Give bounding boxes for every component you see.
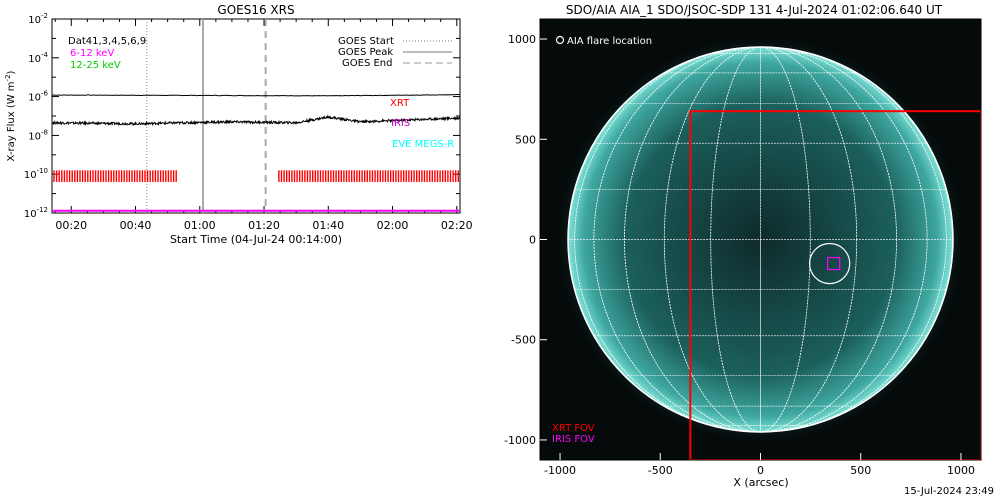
goes-series-line [52, 114, 460, 127]
aia-y-tick-label: -500 [511, 334, 536, 347]
goes-y-axis-label: X-ray Flux (W m-2) [4, 70, 17, 161]
aia-flare-circle [809, 242, 851, 285]
goes-instrument-labels: XRT IRIS EVE MEGS-R [390, 98, 454, 150]
goes-x-axis-label: Start Time (04-Jul-24 00:14:00) [170, 233, 342, 246]
aia-y-tick-label: 500 [515, 133, 536, 146]
x-tick-label: 01:20 [248, 219, 280, 232]
timestamp-footer: 15-Jul-2024 23:49 [903, 486, 994, 497]
label-xrt: XRT [390, 98, 410, 109]
x-tick-label: 00:40 [120, 219, 152, 232]
label-iris: IRIS [391, 118, 410, 129]
aia-x-ticks: -1000 -500 0 500 1000 [544, 453, 975, 477]
aia-x-axis-label: X (arcsec) [733, 476, 788, 489]
aia-fov-labels: XRT FOV IRIS FOV [552, 423, 595, 445]
y-tick-label: 10-10 [24, 167, 48, 181]
flare-location-icon [555, 35, 565, 45]
x-tick-label: 00:20 [55, 219, 87, 232]
goes-x-ticks: 00:20 00:40 01:00 01:20 01:40 02:00 02:20 [54, 19, 473, 232]
heliographic-grid [567, 46, 954, 433]
y-tick-label: 10-8 [28, 128, 48, 142]
label-iris-fov: IRIS FOV [552, 434, 595, 445]
xrt-coverage-bars [53, 170, 459, 182]
goes-legend-left: Dat41,3,4,5,6,9 6-12 keV 12-25 keV [68, 36, 146, 71]
legend-channel-list: Dat41,3,4,5,6,9 [68, 36, 146, 47]
y-tick-label: 10-6 [28, 90, 48, 104]
aia-x-tick-label: 1000 [947, 464, 975, 477]
x-tick-label: 02:00 [377, 219, 409, 232]
aia-legend: AIA flare location [555, 35, 652, 47]
aia-y-ticks: 1000 500 0 -500 -1000 [504, 33, 547, 447]
x-tick-label: 01:40 [312, 219, 344, 232]
goes-vertical-markers [146, 19, 267, 213]
aia-y-tick-label: 1000 [508, 33, 536, 46]
x-tick-label: 01:00 [184, 219, 216, 232]
x-tick-label: 02:20 [441, 219, 473, 232]
legend-goes-end: GOES End [342, 58, 392, 69]
y-tick-label: 10-4 [28, 51, 48, 65]
iris-fov-box [827, 256, 841, 271]
legend-6-12-kev: 6-12 keV [70, 48, 114, 59]
goes-series-line [52, 94, 460, 97]
legend-goes-start: GOES Start [338, 36, 394, 47]
longitude-line [574, 46, 947, 433]
legend-goes-peak: GOES Peak [338, 47, 393, 58]
goes-series [52, 94, 460, 212]
y-tick-label: 10-2 [28, 12, 48, 26]
aia-y-tick-label: 0 [529, 234, 536, 247]
aia-x-tick-label: 500 [850, 464, 871, 477]
goes-y-ticks: 10-12 10-10 10-8 10-6 10-4 10-2 [24, 12, 460, 220]
label-xrt-fov: XRT FOV [552, 423, 595, 434]
aia-x-tick-label: 0 [757, 464, 764, 477]
goes-title: GOES16 XRS [217, 3, 294, 17]
goes-legend-right: GOES Start GOES Peak GOES End [338, 36, 452, 69]
label-eve-megs-r: EVE MEGS-R [392, 139, 454, 150]
y-tick-label: 10-12 [24, 206, 48, 220]
aia-y-tick-label: -1000 [504, 434, 536, 447]
legend-12-25-kev: 12-25 keV [70, 60, 121, 71]
aia-title: SDO/AIA AIA_1 SDO/JSOC-SDP 131 4-Jul-202… [566, 3, 943, 17]
legend-aia-flare-location: AIA flare location [567, 36, 652, 47]
aia-x-tick-label: -500 [648, 464, 673, 477]
aia-x-tick-label: -1000 [544, 464, 576, 477]
